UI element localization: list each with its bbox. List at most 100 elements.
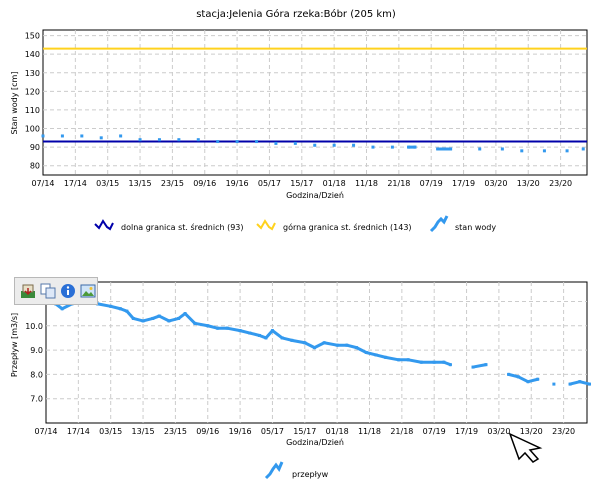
data-point-2 xyxy=(419,360,423,364)
data-point-2 xyxy=(442,360,446,364)
data-point-2 xyxy=(568,382,572,386)
data-point-1 xyxy=(274,141,278,145)
data-segment-2 xyxy=(313,341,326,350)
station-title: stacja:Jelenia Góra rzeka:Bóbr (205 km) xyxy=(196,8,396,20)
chart2-ylabel: Przepływ [m3/s] xyxy=(10,313,19,377)
y-tick-label-1: 150 xyxy=(25,32,40,41)
data-point-1 xyxy=(41,134,45,138)
save-icon[interactable] xyxy=(20,283,36,299)
data-point-1 xyxy=(436,147,440,151)
data-segment-2 xyxy=(280,336,294,342)
x-tick-label-1: 21/18 xyxy=(387,179,410,188)
data-point-2 xyxy=(183,312,187,316)
data-point-2 xyxy=(355,346,359,350)
x-tick-label-1: 01/18 xyxy=(323,179,346,188)
chart-toolbar xyxy=(14,277,98,305)
data-segment-2 xyxy=(96,302,113,308)
data-segment-2 xyxy=(141,316,155,323)
data-segment-2 xyxy=(225,326,242,333)
data-point-1 xyxy=(413,145,417,149)
data-point-2 xyxy=(345,343,349,347)
data-segment-2 xyxy=(109,304,122,311)
data-point-1 xyxy=(478,147,482,151)
data-point-2 xyxy=(397,358,401,362)
data-point-2 xyxy=(536,377,540,381)
x-tick-label-1: 19/16 xyxy=(226,179,249,188)
data-point-2 xyxy=(193,321,197,325)
data-segment-2 xyxy=(167,316,181,323)
y-tick-label-1: 140 xyxy=(25,50,40,59)
data-point-1 xyxy=(390,145,394,149)
mouse-cursor-icon xyxy=(508,432,543,463)
data-point-2 xyxy=(151,316,155,320)
data-point-2 xyxy=(516,375,520,379)
data-segment-2 xyxy=(322,341,339,347)
legend-swatch-przeplyw xyxy=(264,461,284,480)
info-icon[interactable] xyxy=(60,283,76,299)
data-point-2 xyxy=(578,380,582,384)
image-icon[interactable] xyxy=(80,283,96,299)
data-segment-2 xyxy=(157,314,171,323)
x-tick-label-2: 11/18 xyxy=(358,427,381,436)
data-point-2 xyxy=(526,380,530,384)
x-tick-label-2: 17/14 xyxy=(67,427,90,436)
data-point-2 xyxy=(587,382,591,386)
legend-swatch-stan xyxy=(429,215,449,233)
data-segment-2 xyxy=(568,380,582,386)
data-point-1 xyxy=(500,147,504,151)
x-tick-label-1: 07/14 xyxy=(31,179,54,188)
plot-frame-2 xyxy=(45,281,588,424)
data-segment-2 xyxy=(248,331,262,337)
x-tick-label-2: 09/16 xyxy=(196,427,219,436)
x-tick-label-1: 13/20 xyxy=(517,179,540,188)
x-tick-label-1: 11/18 xyxy=(355,179,378,188)
data-segment-2 xyxy=(131,316,145,323)
legend-label-dolna: dolna granica st. średnich (93) xyxy=(121,222,244,232)
data-point-2 xyxy=(280,336,284,340)
data-point-2 xyxy=(157,314,161,318)
copy-icon[interactable] xyxy=(40,283,56,299)
data-point-2 xyxy=(374,353,378,357)
y-tick-label-1: 130 xyxy=(25,69,40,78)
data-point-1 xyxy=(520,149,524,153)
x-tick-label-2: 01/18 xyxy=(326,427,349,436)
data-point-2 xyxy=(238,329,242,333)
data-point-2 xyxy=(167,319,171,323)
data-point-2 xyxy=(60,307,64,311)
x-tick-label-2: 17/19 xyxy=(455,427,478,436)
data-point-2 xyxy=(177,316,181,320)
x-tick-label-1: 03/20 xyxy=(484,179,507,188)
x-tick-label-1: 23/15 xyxy=(161,179,184,188)
data-point-1 xyxy=(255,140,259,144)
data-point-1 xyxy=(313,143,317,147)
x-tick-label-1: 17/14 xyxy=(64,179,87,188)
plot-frame-1 xyxy=(42,29,588,176)
data-segment-2 xyxy=(384,355,401,362)
data-segment-2 xyxy=(406,358,423,364)
data-point-2 xyxy=(215,326,219,330)
y-tick-label-1: 120 xyxy=(25,87,40,96)
x-tick-label-2: 15/17 xyxy=(293,427,316,436)
data-point-2 xyxy=(313,346,317,350)
legend-swatch-gorna xyxy=(256,219,276,231)
legend-2: przepływ xyxy=(264,461,329,480)
data-point-1 xyxy=(80,134,84,138)
data-segment-2 xyxy=(206,324,219,330)
data-point-2 xyxy=(125,309,129,313)
chart2-xlabel: Godzina/Dzień xyxy=(286,438,344,447)
data-point-2 xyxy=(248,331,252,335)
legend-label-stan: stan wody xyxy=(455,223,496,232)
data-point-1 xyxy=(407,145,411,149)
data-segment-2 xyxy=(578,380,591,386)
x-tick-label-2: 23/20 xyxy=(552,427,575,436)
chart1-ylabel: Stan wody [cm] xyxy=(10,72,19,135)
data-point-1 xyxy=(235,140,239,144)
data-segment-2 xyxy=(193,321,210,328)
data-point-2 xyxy=(270,329,274,333)
data-point-1 xyxy=(542,149,546,153)
data-point-1 xyxy=(371,145,375,149)
data-point-2 xyxy=(258,333,262,337)
data-point-1 xyxy=(449,147,453,151)
legend-swatch-dolna xyxy=(94,219,114,231)
data-point-1 xyxy=(119,134,123,138)
